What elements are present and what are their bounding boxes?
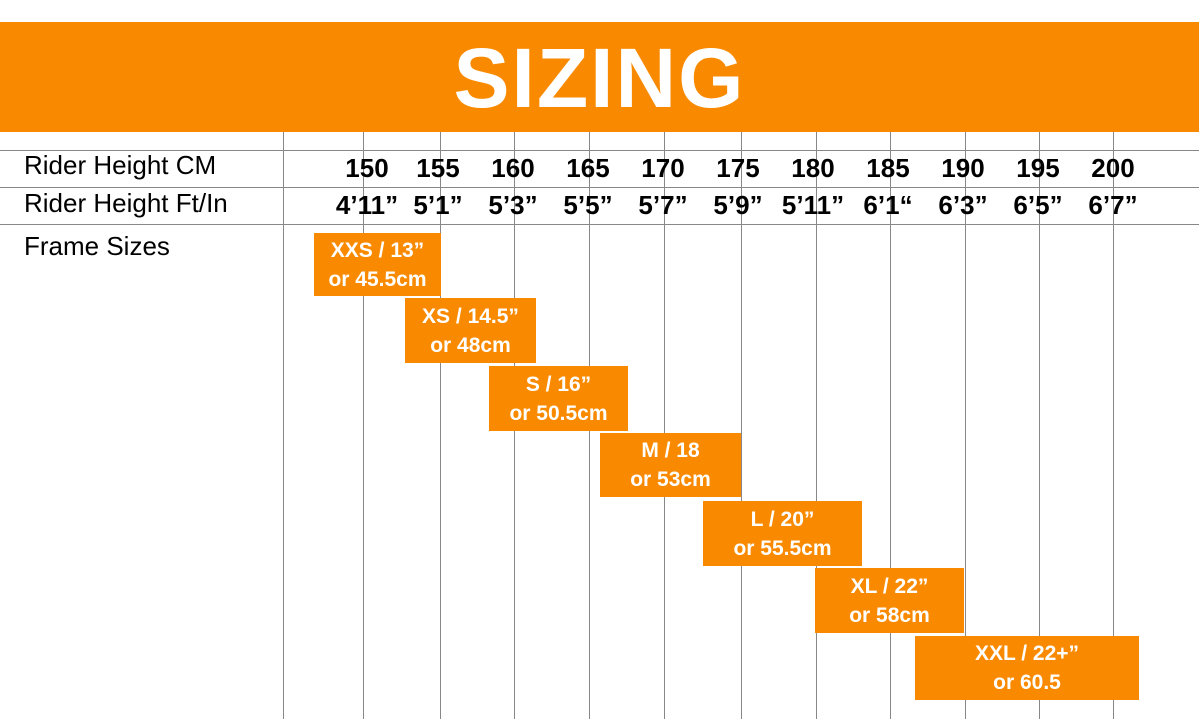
column-divider bbox=[664, 132, 665, 719]
frame-size-box: S / 16” or 50.5cm bbox=[489, 366, 628, 431]
row-label: Rider Height Ft/In bbox=[24, 188, 228, 218]
column-divider bbox=[1113, 132, 1114, 719]
column-divider bbox=[890, 132, 891, 719]
frame-size-box: XL / 22” or 58cm bbox=[815, 568, 964, 633]
row-divider bbox=[0, 187, 1199, 188]
frame-size-box: M / 18 or 53cm bbox=[600, 433, 741, 497]
frame-size: S / 16” bbox=[525, 372, 592, 396]
row-label: Rider Height CM bbox=[24, 150, 217, 180]
height-cm: 200 bbox=[1091, 153, 1135, 183]
frame-size: L / 20” bbox=[750, 507, 815, 531]
frame-size-metric: or 53cm bbox=[630, 468, 711, 491]
frame-size-box: XXL / 22+” or 60.5 bbox=[915, 636, 1139, 700]
frame-size: XL / 22” bbox=[850, 574, 929, 598]
height-cm: 185 bbox=[866, 153, 910, 183]
frame-size-box: XXS / 13” or 45.5cm bbox=[314, 233, 441, 296]
frame-size-box: L / 20” or 55.5cm bbox=[703, 501, 862, 566]
height-ft-in: 5’1” bbox=[413, 190, 463, 220]
column-divider bbox=[363, 132, 364, 719]
frame-size-box: XS / 14.5” or 48cm bbox=[405, 298, 536, 363]
frame-size-metric: or 45.5cm bbox=[328, 267, 427, 291]
height-ft-in: 5’7” bbox=[638, 190, 688, 220]
frame-size-metric: or 48cm bbox=[430, 333, 511, 357]
title: SIZING bbox=[453, 31, 746, 125]
frame-size-metric: or 55.5cm bbox=[733, 536, 832, 560]
column-divider bbox=[741, 132, 742, 719]
height-ft-in: 6’1“ bbox=[863, 190, 913, 220]
frame-size-metric: or 60.5 bbox=[993, 671, 1061, 694]
height-cm: 195 bbox=[1016, 153, 1060, 183]
height-cm: 150 bbox=[345, 153, 389, 183]
column-divider bbox=[1039, 132, 1040, 719]
frame-size-metric: or 58cm bbox=[849, 603, 930, 627]
height-ft-in: 5’11” bbox=[781, 190, 845, 220]
height-cm: 180 bbox=[791, 153, 835, 183]
height-cm: 160 bbox=[491, 153, 535, 183]
frame-size: XXS / 13” bbox=[330, 238, 425, 262]
row-divider bbox=[0, 224, 1199, 225]
frame-size-metric: or 50.5cm bbox=[509, 401, 608, 425]
frame-size: M / 18 bbox=[641, 439, 700, 462]
banner: SIZING bbox=[0, 22, 1199, 132]
height-cm: 175 bbox=[716, 153, 760, 183]
height-ft-in: 6’3” bbox=[938, 190, 988, 220]
height-ft-in: 6’5” bbox=[1013, 190, 1063, 220]
height-cm: 190 bbox=[941, 153, 985, 183]
column-divider bbox=[440, 132, 441, 719]
height-ft-in: 4’11” bbox=[335, 190, 399, 220]
height-ft-in: 5’9” bbox=[713, 190, 763, 220]
frame-size: XS / 14.5” bbox=[422, 304, 519, 328]
column-divider bbox=[283, 132, 284, 719]
height-cm: 165 bbox=[566, 153, 610, 183]
column-divider bbox=[816, 132, 817, 719]
height-cm: 155 bbox=[416, 153, 460, 183]
height-cm: 170 bbox=[641, 153, 685, 183]
column-divider bbox=[965, 132, 966, 719]
row-divider bbox=[0, 150, 1199, 151]
frame-size: XXL / 22+” bbox=[974, 642, 1080, 665]
height-ft-in: 6’7” bbox=[1088, 190, 1138, 220]
height-ft-in: 5’3” bbox=[488, 190, 538, 220]
row-label: Frame Sizes bbox=[24, 231, 170, 261]
height-ft-in: 5’5” bbox=[563, 190, 613, 220]
